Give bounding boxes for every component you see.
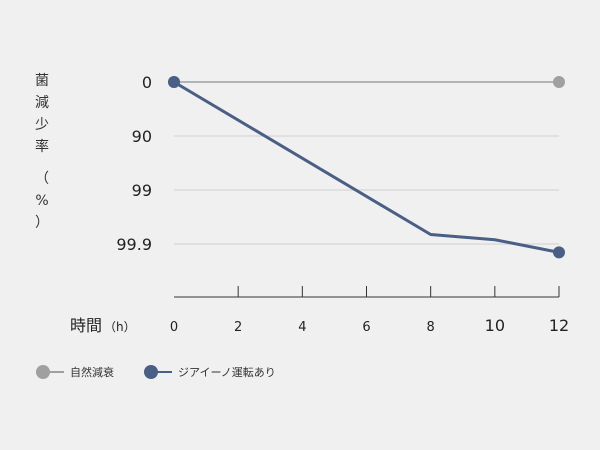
x-tick-label-0: 0	[170, 320, 178, 335]
y-axis-label-char: 少	[35, 117, 49, 133]
series-0-marker-1	[553, 76, 565, 88]
y-tick-label-3: 99.9	[116, 235, 152, 254]
series-1-marker-3	[553, 246, 565, 259]
series-1-marker-0	[168, 76, 180, 88]
x-tick-label-10: 10	[485, 316, 505, 335]
legend-label-natural: 自然減衰	[70, 366, 114, 379]
x-tick-label-6: 6	[362, 320, 370, 335]
legend: 自然減衰 ジアイーノ運転あり	[36, 364, 306, 380]
y-axis-label: 菌減少率 （% ）	[32, 70, 52, 234]
legend-item-ziaino: ジアイーノ運転あり	[144, 364, 276, 380]
y-axis-label-char: 菌	[35, 73, 49, 89]
legend-swatch-natural	[36, 365, 64, 379]
x-tick-label-2: 2	[234, 320, 242, 335]
series-line-1	[173, 80, 560, 254]
y-axis-label-char: （	[35, 171, 49, 187]
y-tick-label-2: 99	[132, 181, 152, 200]
legend-swatch-ziaino	[144, 365, 172, 379]
y-axis-label-char: %	[35, 193, 49, 209]
x-tick-label-8: 8	[427, 320, 435, 335]
x-tick-label-12: 12	[549, 316, 569, 335]
y-tick-label-1: 90	[132, 127, 152, 146]
legend-label-ziaino: ジアイーノ運転あり	[178, 366, 276, 379]
legend-item-natural: 自然減衰	[36, 364, 114, 380]
y-axis-label-char: 減	[35, 95, 49, 111]
x-axis-label: 時間 （h）	[70, 316, 136, 335]
y-axis-label-char: 率	[35, 139, 49, 155]
x-tick-label-4: 4	[298, 320, 306, 335]
y-tick-label-0: 0	[142, 73, 152, 92]
y-axis-label-char: ）	[35, 215, 49, 231]
